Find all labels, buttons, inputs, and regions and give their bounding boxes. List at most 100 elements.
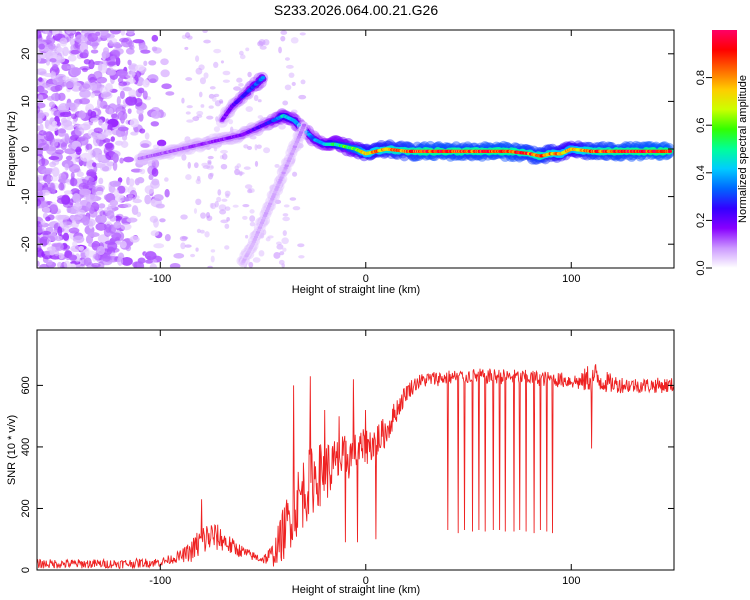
noise-cell xyxy=(156,139,167,147)
y-tick-label: 0 xyxy=(20,146,32,152)
noise-cell xyxy=(290,109,298,114)
noise-cell xyxy=(213,93,220,98)
noise-cell xyxy=(63,190,73,195)
noise-cell xyxy=(105,82,113,93)
noise-cell xyxy=(199,77,207,85)
noise-cell xyxy=(128,40,134,49)
noise-cell xyxy=(127,108,132,114)
noise-cell xyxy=(173,253,185,259)
noise-cell xyxy=(262,229,267,236)
noise-cell xyxy=(213,48,222,54)
noise-cell xyxy=(249,221,256,227)
noise-cell xyxy=(74,126,85,136)
noise-cell xyxy=(209,86,216,90)
y-tick-label: 600 xyxy=(20,376,32,394)
noise-cell xyxy=(45,216,51,222)
x-tick-label: 0 xyxy=(363,575,369,587)
noise-cell xyxy=(150,230,159,237)
x-tick-label: 0 xyxy=(363,273,369,285)
noise-cell xyxy=(213,61,219,68)
noise-cell xyxy=(213,146,218,152)
noise-cell xyxy=(185,77,193,81)
noise-cell xyxy=(288,72,295,78)
noise-cell xyxy=(200,104,205,108)
noise-cell xyxy=(92,253,101,260)
noise-cell xyxy=(72,193,81,202)
noise-cell xyxy=(150,121,160,127)
noise-cell xyxy=(56,47,64,53)
noise-cell xyxy=(136,177,145,184)
x-tick-label: -100 xyxy=(149,273,171,285)
noise-cell xyxy=(71,216,82,221)
noise-cell xyxy=(38,130,47,136)
noise-cell xyxy=(164,177,169,182)
noise-cell xyxy=(64,148,76,155)
noise-cell xyxy=(90,93,96,98)
noise-cell xyxy=(49,250,55,256)
noise-cell xyxy=(120,30,126,36)
noise-cell xyxy=(89,117,99,123)
noise-cell xyxy=(117,110,128,121)
noise-cell xyxy=(42,206,51,214)
noise-cell xyxy=(54,249,60,257)
y-tick-label: 20 xyxy=(20,48,32,60)
noise-cell xyxy=(207,159,212,165)
noise-cell xyxy=(95,190,104,196)
noise-cell xyxy=(38,43,45,50)
noise-cell xyxy=(109,199,119,207)
spectrogram-y-ticks: -20 -10 0 10 20 xyxy=(20,48,674,252)
noise-cell xyxy=(42,82,50,89)
noise-cell xyxy=(123,156,135,163)
noise-cell xyxy=(298,255,305,259)
noise-cell xyxy=(101,50,110,59)
noise-cell xyxy=(37,117,43,123)
noise-cell xyxy=(193,208,198,214)
noise-cell xyxy=(218,99,224,104)
noise-cell xyxy=(152,47,162,54)
noise-cell xyxy=(210,249,216,253)
noise-cell xyxy=(144,251,157,261)
noise-cell xyxy=(52,138,59,147)
noise-cell xyxy=(105,33,115,39)
noise-cell xyxy=(123,197,130,202)
noise-cell xyxy=(68,198,74,206)
noise-cell xyxy=(87,32,99,42)
noise-cell xyxy=(249,215,256,222)
noise-cell xyxy=(232,204,239,208)
noise-cell xyxy=(46,145,57,155)
noise-cell xyxy=(37,189,44,199)
noise-cell xyxy=(75,37,82,43)
noise-cell xyxy=(40,220,46,225)
spectrogram-cells xyxy=(37,30,674,268)
noise-cell xyxy=(57,92,66,101)
noise-cell xyxy=(75,146,82,155)
noise-cell xyxy=(67,54,77,62)
noise-cell xyxy=(120,256,133,266)
noise-cell xyxy=(151,34,159,42)
noise-cell xyxy=(50,175,58,182)
noise-cell xyxy=(300,79,306,85)
noise-cell xyxy=(96,98,102,109)
noise-cell xyxy=(93,165,98,173)
noise-cell xyxy=(100,214,107,223)
noise-cell xyxy=(214,201,219,208)
noise-cell xyxy=(114,103,123,113)
noise-cell xyxy=(78,110,87,119)
noise-cell xyxy=(79,97,90,105)
noise-cell xyxy=(139,168,146,175)
noise-cell xyxy=(70,245,81,253)
noise-cell xyxy=(280,35,286,42)
x-tick-label: -100 xyxy=(149,575,171,587)
noise-cell xyxy=(128,64,138,70)
noise-cell xyxy=(207,155,214,160)
noise-cell xyxy=(236,77,243,83)
noise-cell xyxy=(148,174,154,181)
noise-cell xyxy=(51,159,60,166)
noise-cell xyxy=(76,171,84,178)
noise-cell xyxy=(126,30,135,36)
noise-cell xyxy=(98,62,103,72)
noise-cell xyxy=(200,212,206,219)
noise-cell xyxy=(298,94,307,100)
noise-cell xyxy=(202,30,208,34)
noise-cell xyxy=(219,209,227,215)
